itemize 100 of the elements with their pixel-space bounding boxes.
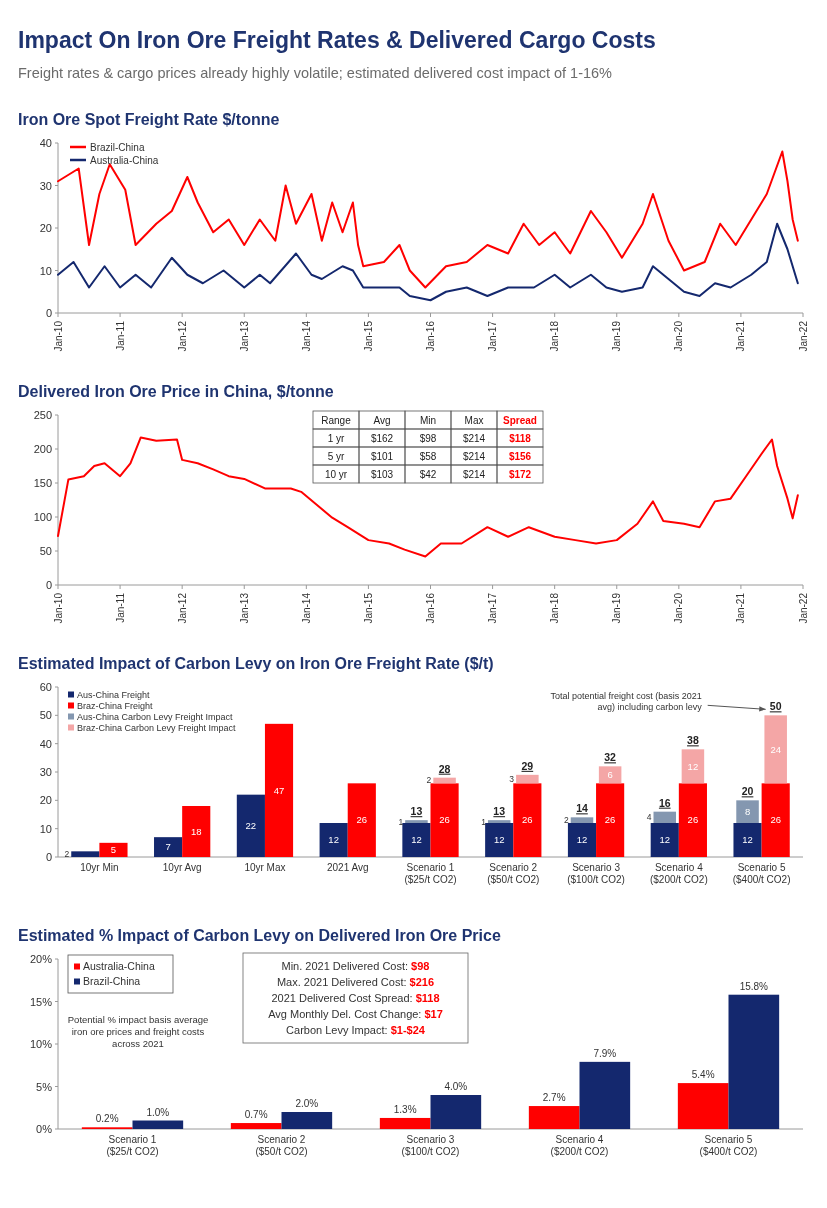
data-label: 26 — [439, 814, 450, 826]
annotation: $172 — [508, 468, 532, 480]
x-tick-label: Jan-15 — [362, 320, 374, 352]
annotation: 1 yr — [327, 432, 345, 444]
legend-label: Aus-China Carbon Levy Freight Impact — [77, 711, 234, 722]
bar — [485, 823, 514, 857]
y-tick-label: 0 — [45, 851, 52, 863]
y-tick-label: 250 — [33, 409, 52, 421]
data-label: 47 — [273, 784, 285, 796]
x-tick-label: Jan-19 — [611, 320, 623, 352]
annotation: 13 — [493, 805, 506, 818]
x-tick-label: Jan-21 — [735, 592, 747, 624]
bar — [677, 1083, 729, 1129]
chart-title: Estimated Impact of Carbon Levy on Iron Ore Freight Rate ($/t) — [18, 655, 494, 672]
annotation: 14 — [576, 802, 588, 815]
bar — [678, 783, 707, 857]
data-label: 15.8% — [739, 980, 769, 992]
bar — [728, 994, 780, 1129]
bar — [71, 851, 100, 857]
bar — [319, 823, 348, 857]
data-label: 0.2% — [95, 1113, 119, 1125]
bar — [653, 811, 677, 823]
annotation: 13 — [410, 805, 423, 818]
bar — [764, 715, 787, 784]
data-label: 2 — [426, 775, 432, 786]
annotation: 5 yr — [327, 450, 345, 462]
x-tick-label: Jan-19 — [611, 592, 623, 624]
bar — [681, 749, 705, 784]
x-tick-label: Jan-17 — [487, 592, 499, 624]
bar — [405, 820, 428, 823]
bar — [264, 723, 294, 857]
data-label: 12 — [493, 834, 505, 846]
data-label: 4 — [646, 812, 652, 823]
bar — [99, 842, 128, 857]
annotation: Max. 2021 Delivered Cost: $216 — [276, 975, 435, 988]
data-label: 26 — [604, 814, 616, 826]
data-label: 7.9% — [593, 1047, 617, 1059]
x-tick-label: Scenario 2 ($50/t CO2) — [255, 1134, 308, 1157]
annotation: Avg — [373, 414, 391, 426]
bar — [570, 817, 594, 823]
x-tick-label: Scenario 4 ($200/t CO2) — [550, 1134, 609, 1157]
y-tick-label: 15% — [29, 995, 53, 1008]
y-tick-label: 20 — [39, 222, 52, 234]
x-tick-label: Jan-13 — [238, 320, 250, 352]
bar — [596, 783, 625, 857]
bar — [281, 1112, 333, 1129]
y-tick-label: 20 — [39, 794, 52, 807]
x-tick-label: Jan-20 — [673, 320, 685, 352]
y-tick-label: 150 — [33, 477, 52, 489]
annotation: $214 — [462, 450, 486, 462]
x-tick-label: Jan-14 — [300, 592, 312, 624]
x-tick-label: Jan-22 — [797, 592, 809, 624]
legend-label: Australia-China — [90, 154, 159, 166]
bar — [430, 1095, 482, 1129]
y-tick-label: 0 — [45, 307, 52, 319]
y-tick-label: 50 — [39, 709, 52, 722]
data-label: 8 — [744, 805, 751, 817]
bar — [528, 1106, 580, 1129]
x-tick-label: Jan-14 — [300, 320, 312, 352]
y-tick-label: 10 — [39, 822, 52, 835]
bar — [379, 1117, 431, 1129]
y-tick-label: 200 — [33, 443, 52, 455]
y-tick-label: 40 — [39, 137, 52, 149]
data-label: 1 — [481, 816, 487, 827]
annotation: 2021 Delivered Cost Spread: $118 — [271, 991, 440, 1004]
annotation: $214 — [462, 432, 486, 444]
x-tick-label: Jan-18 — [549, 592, 561, 624]
data-label: 0.7% — [244, 1109, 268, 1121]
annotation: 28 — [438, 762, 451, 775]
data-label: 26 — [687, 814, 699, 826]
data-label: 3 — [509, 774, 515, 785]
annotation: Max — [464, 414, 484, 426]
bar — [433, 777, 456, 784]
chart-title: Estimated % Impact of Carbon Levy on Delivered Iron Ore Price — [18, 927, 501, 944]
bar — [487, 820, 511, 823]
bar — [154, 837, 183, 857]
x-tick-label: Jan-13 — [238, 592, 250, 624]
annotation: $42 — [419, 468, 437, 480]
bar — [567, 823, 597, 857]
x-tick-label: Scenario 1 ($25/t CO2) — [106, 1134, 159, 1157]
data-label: 1.0% — [146, 1106, 170, 1118]
x-tick-label: Scenario 2 ($50/t CO2) — [487, 862, 540, 885]
annotation: Spread — [503, 414, 537, 426]
bar — [402, 823, 431, 857]
line-series — [57, 222, 799, 302]
text: Freight rates & cargo prices already highly volatile; estimated delivered cost impact of 1-16% — [18, 65, 613, 81]
text: Impact On Iron Ore Freight Rates & Delivered Cargo Costs — [18, 27, 656, 53]
data-label: 12 — [328, 834, 339, 846]
bar — [516, 774, 539, 784]
y-tick-label: 10 — [39, 264, 52, 277]
bar — [579, 1061, 631, 1129]
annotation: $101 — [370, 450, 394, 462]
y-tick-label: 5% — [36, 1080, 53, 1093]
bar — [230, 1123, 282, 1129]
y-tick-label: 30 — [39, 179, 52, 192]
annotation: Avg Monthly Del. Cost Change: $17 — [268, 1007, 443, 1020]
legend-label: Brazil-China — [90, 141, 145, 153]
data-label: 12 — [411, 834, 422, 846]
y-tick-label: 60 — [39, 681, 52, 693]
annotation: Min. 2021 Delivered Cost: $98 — [281, 959, 430, 972]
